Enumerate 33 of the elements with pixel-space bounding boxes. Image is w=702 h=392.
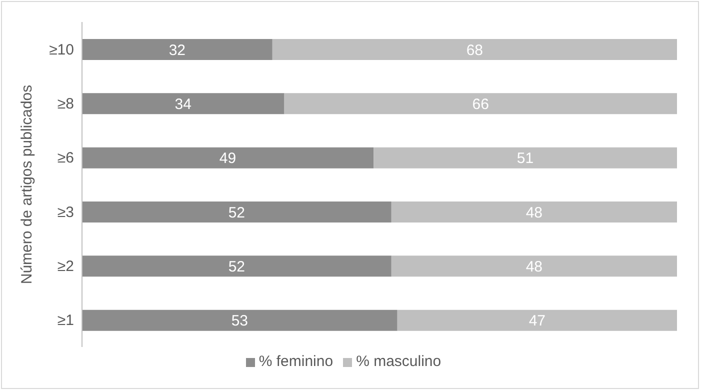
data-label: 51	[516, 150, 534, 168]
bar	[374, 147, 677, 168]
data-label: 52	[228, 258, 246, 276]
data-label: 47	[528, 312, 546, 330]
y-tick-label: ≥8	[57, 96, 74, 113]
bar	[82, 256, 392, 277]
legend-label: % masculino	[356, 353, 442, 370]
data-label: 68	[466, 42, 484, 59]
data-label: 53	[231, 312, 248, 330]
data-label: 52	[228, 204, 246, 222]
bar	[397, 310, 677, 331]
bar	[272, 39, 677, 60]
bar	[82, 202, 392, 222]
bar	[391, 256, 677, 277]
bar	[82, 39, 272, 60]
bar	[284, 93, 677, 114]
data-label: 48	[526, 258, 543, 276]
data-label: 48	[526, 204, 543, 222]
bar	[82, 93, 284, 114]
y-tick-label: ≥3	[57, 204, 74, 221]
bar	[82, 310, 398, 331]
data-label: 49	[219, 150, 236, 168]
y-tick-label: ≥10	[49, 41, 74, 58]
bar	[82, 147, 374, 168]
bar	[391, 202, 677, 222]
y-tick-label: ≥1	[57, 312, 74, 330]
legend-label: % feminino	[258, 353, 334, 370]
data-label: 32	[168, 42, 186, 59]
data-label: 66	[472, 96, 489, 113]
y-tick-label: ≥2	[57, 258, 74, 276]
y-tick-label: ≥6	[57, 150, 74, 167]
data-label: 34	[174, 96, 192, 113]
y-axis-title: Número de artigos publicados	[18, 84, 36, 284]
